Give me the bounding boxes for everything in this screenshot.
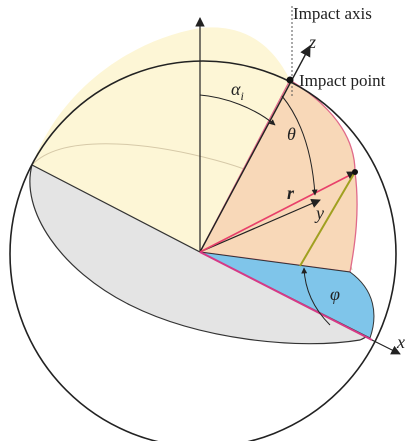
- x-axis-extension: [371, 339, 401, 355]
- upper-hemisphere-region: [32, 27, 290, 252]
- impact-point-label: Impact point: [299, 71, 386, 90]
- alpha-arc: [199, 94, 276, 126]
- y-axis: [199, 199, 321, 253]
- alpha-symbol: α: [231, 79, 241, 99]
- alpha-subscript: i: [240, 89, 243, 103]
- impact-point-marker: [286, 76, 294, 84]
- theta-label: θ: [287, 124, 296, 144]
- alpha-label: αi: [231, 79, 244, 103]
- r-vector: [199, 171, 357, 253]
- projection-line: [299, 171, 356, 267]
- sphere-outline: [9, 60, 397, 446]
- theta-arc: [281, 95, 318, 196]
- phi-label: φ: [330, 284, 340, 304]
- r-tip-marker: [352, 169, 358, 175]
- phi-arc: [301, 267, 331, 326]
- x-label: x: [396, 332, 405, 352]
- impact-axis-label: Impact axis: [293, 4, 372, 23]
- y-label: y: [314, 203, 324, 223]
- x-axis: [199, 251, 373, 341]
- r-label: r: [287, 183, 295, 203]
- z-label: z: [308, 32, 316, 52]
